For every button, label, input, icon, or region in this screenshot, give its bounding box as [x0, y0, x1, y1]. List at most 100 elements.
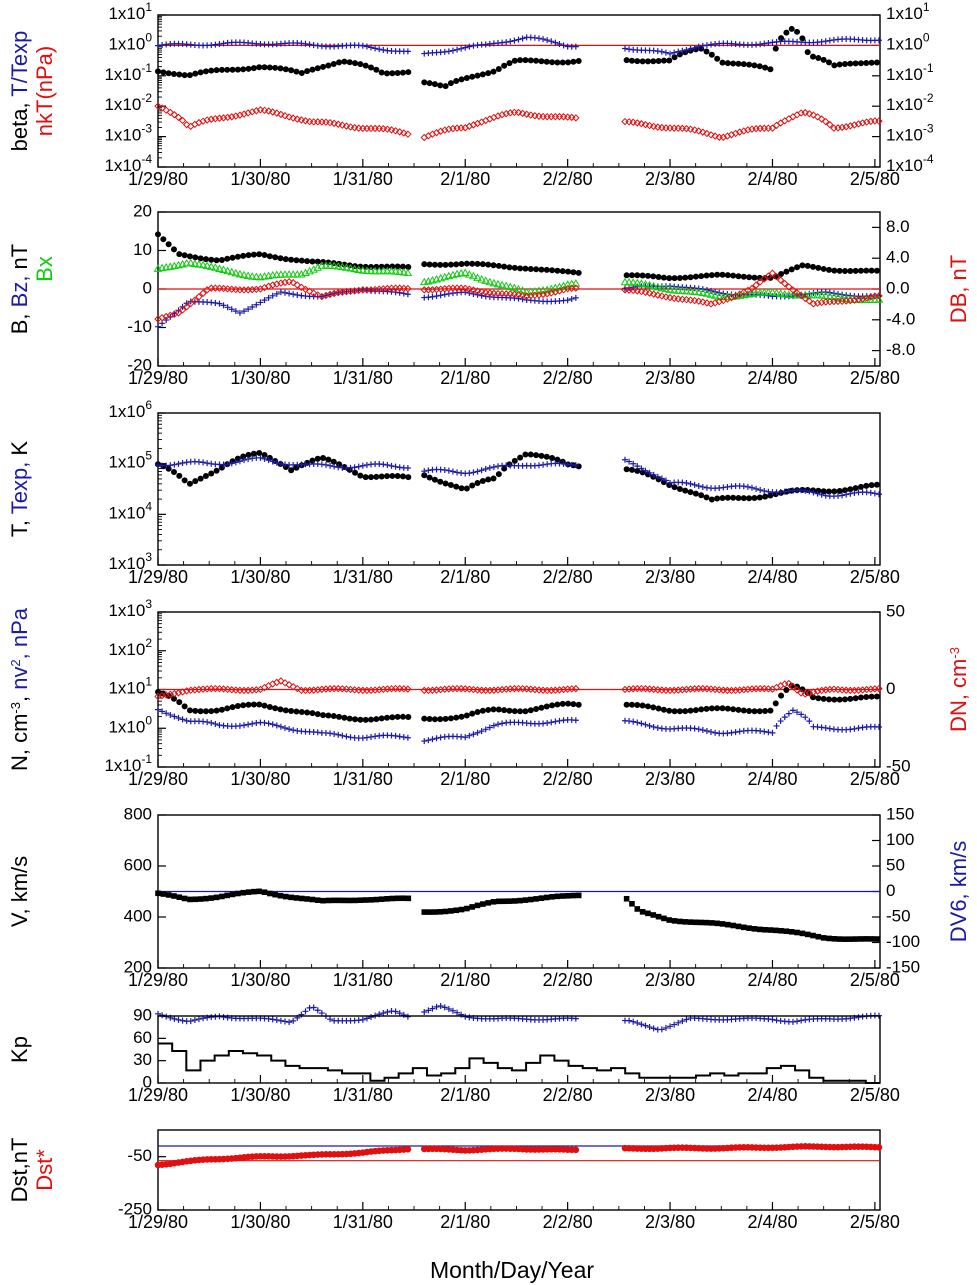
data-point	[261, 702, 268, 709]
data-point	[155, 42, 161, 49]
kp-step-line	[158, 1042, 880, 1084]
data-point	[298, 257, 305, 264]
data-point	[695, 297, 703, 305]
data-point	[428, 686, 437, 694]
data-point	[442, 83, 449, 90]
data-point	[873, 267, 880, 274]
axis-label-part: Texp,	[7, 456, 32, 515]
data-point	[559, 286, 568, 294]
data-point	[326, 685, 334, 693]
data-point	[335, 731, 342, 738]
series-nkt	[154, 102, 883, 142]
data-point	[522, 265, 529, 272]
x-tick-label: 2/1/80	[440, 368, 490, 388]
data-point	[378, 266, 388, 275]
data-point	[756, 278, 764, 286]
axis-label-part: T,	[7, 514, 32, 537]
data-point	[551, 112, 560, 121]
data-point	[256, 701, 263, 708]
data-point	[482, 466, 489, 473]
data-point	[378, 69, 385, 76]
data-point	[245, 65, 252, 72]
data-point	[757, 486, 764, 493]
data-point	[686, 287, 695, 295]
data-point	[395, 128, 404, 136]
data-point	[197, 69, 204, 76]
data-point	[527, 896, 534, 903]
data-point	[358, 266, 368, 274]
y-tick-label: 1x104	[108, 500, 152, 523]
data-point	[761, 487, 768, 494]
data-point	[633, 684, 641, 693]
data-point	[565, 59, 572, 66]
data-point	[228, 460, 235, 467]
x-tick-label: 2/3/80	[645, 368, 695, 388]
data-point	[762, 64, 769, 71]
data-point	[203, 895, 209, 902]
data-point	[506, 461, 513, 468]
data-point	[654, 724, 661, 731]
data-point	[383, 70, 390, 77]
y-tick-label: 20	[133, 201, 152, 220]
tick-mantissa: 1x10	[886, 35, 923, 54]
data-point	[175, 1016, 182, 1023]
data-point	[857, 60, 864, 67]
data-point	[234, 66, 241, 73]
data-point	[224, 705, 231, 712]
data-point	[325, 897, 332, 904]
tick-exponent: -4	[923, 152, 934, 166]
data-point	[761, 728, 768, 735]
data-point	[533, 706, 540, 713]
data-point	[387, 684, 396, 693]
data-point	[765, 40, 772, 47]
data-point	[533, 57, 540, 64]
data-point	[245, 889, 252, 895]
data-point	[343, 733, 350, 740]
data-point	[660, 274, 667, 281]
data-point	[706, 290, 716, 298]
data-point	[511, 708, 518, 715]
data-point	[826, 37, 833, 44]
data-point	[170, 695, 177, 702]
data-point	[431, 81, 438, 88]
y-tick-label: 60	[133, 1028, 152, 1047]
data-point	[863, 482, 870, 489]
tick-exponent: -1	[141, 61, 152, 75]
data-point	[176, 894, 183, 901]
data-point	[575, 58, 582, 65]
data-point	[289, 682, 297, 691]
data-point	[204, 719, 211, 726]
data-point	[298, 709, 305, 716]
tick-mantissa: 1x10	[108, 504, 145, 523]
data-point	[211, 284, 220, 292]
data-point	[662, 477, 669, 484]
tick-mantissa: 1x10	[104, 756, 141, 775]
data-point	[522, 708, 529, 715]
data-point	[801, 690, 809, 698]
data-point	[641, 280, 650, 288]
data-point	[572, 717, 579, 724]
data-point	[836, 696, 843, 703]
data-point	[399, 69, 406, 76]
data-point	[875, 684, 883, 693]
x-tick-label: 1/29/80	[128, 169, 188, 189]
data-point	[623, 701, 630, 708]
data-point	[543, 894, 550, 901]
data-point	[383, 125, 392, 133]
tick-exponent: 2	[145, 636, 152, 650]
data-point	[477, 274, 486, 283]
series-v	[155, 888, 880, 942]
data-point	[517, 265, 524, 272]
data-point	[875, 491, 882, 498]
data-point	[460, 268, 470, 276]
data-point	[565, 268, 572, 275]
data-point	[251, 272, 261, 281]
data-point	[501, 707, 508, 714]
data-point	[339, 732, 346, 739]
data-point	[293, 708, 300, 715]
x-tick-label: 2/4/80	[747, 368, 797, 388]
data-point	[634, 719, 641, 726]
x-tick-label: 2/1/80	[440, 1085, 490, 1105]
data-point	[727, 686, 736, 695]
